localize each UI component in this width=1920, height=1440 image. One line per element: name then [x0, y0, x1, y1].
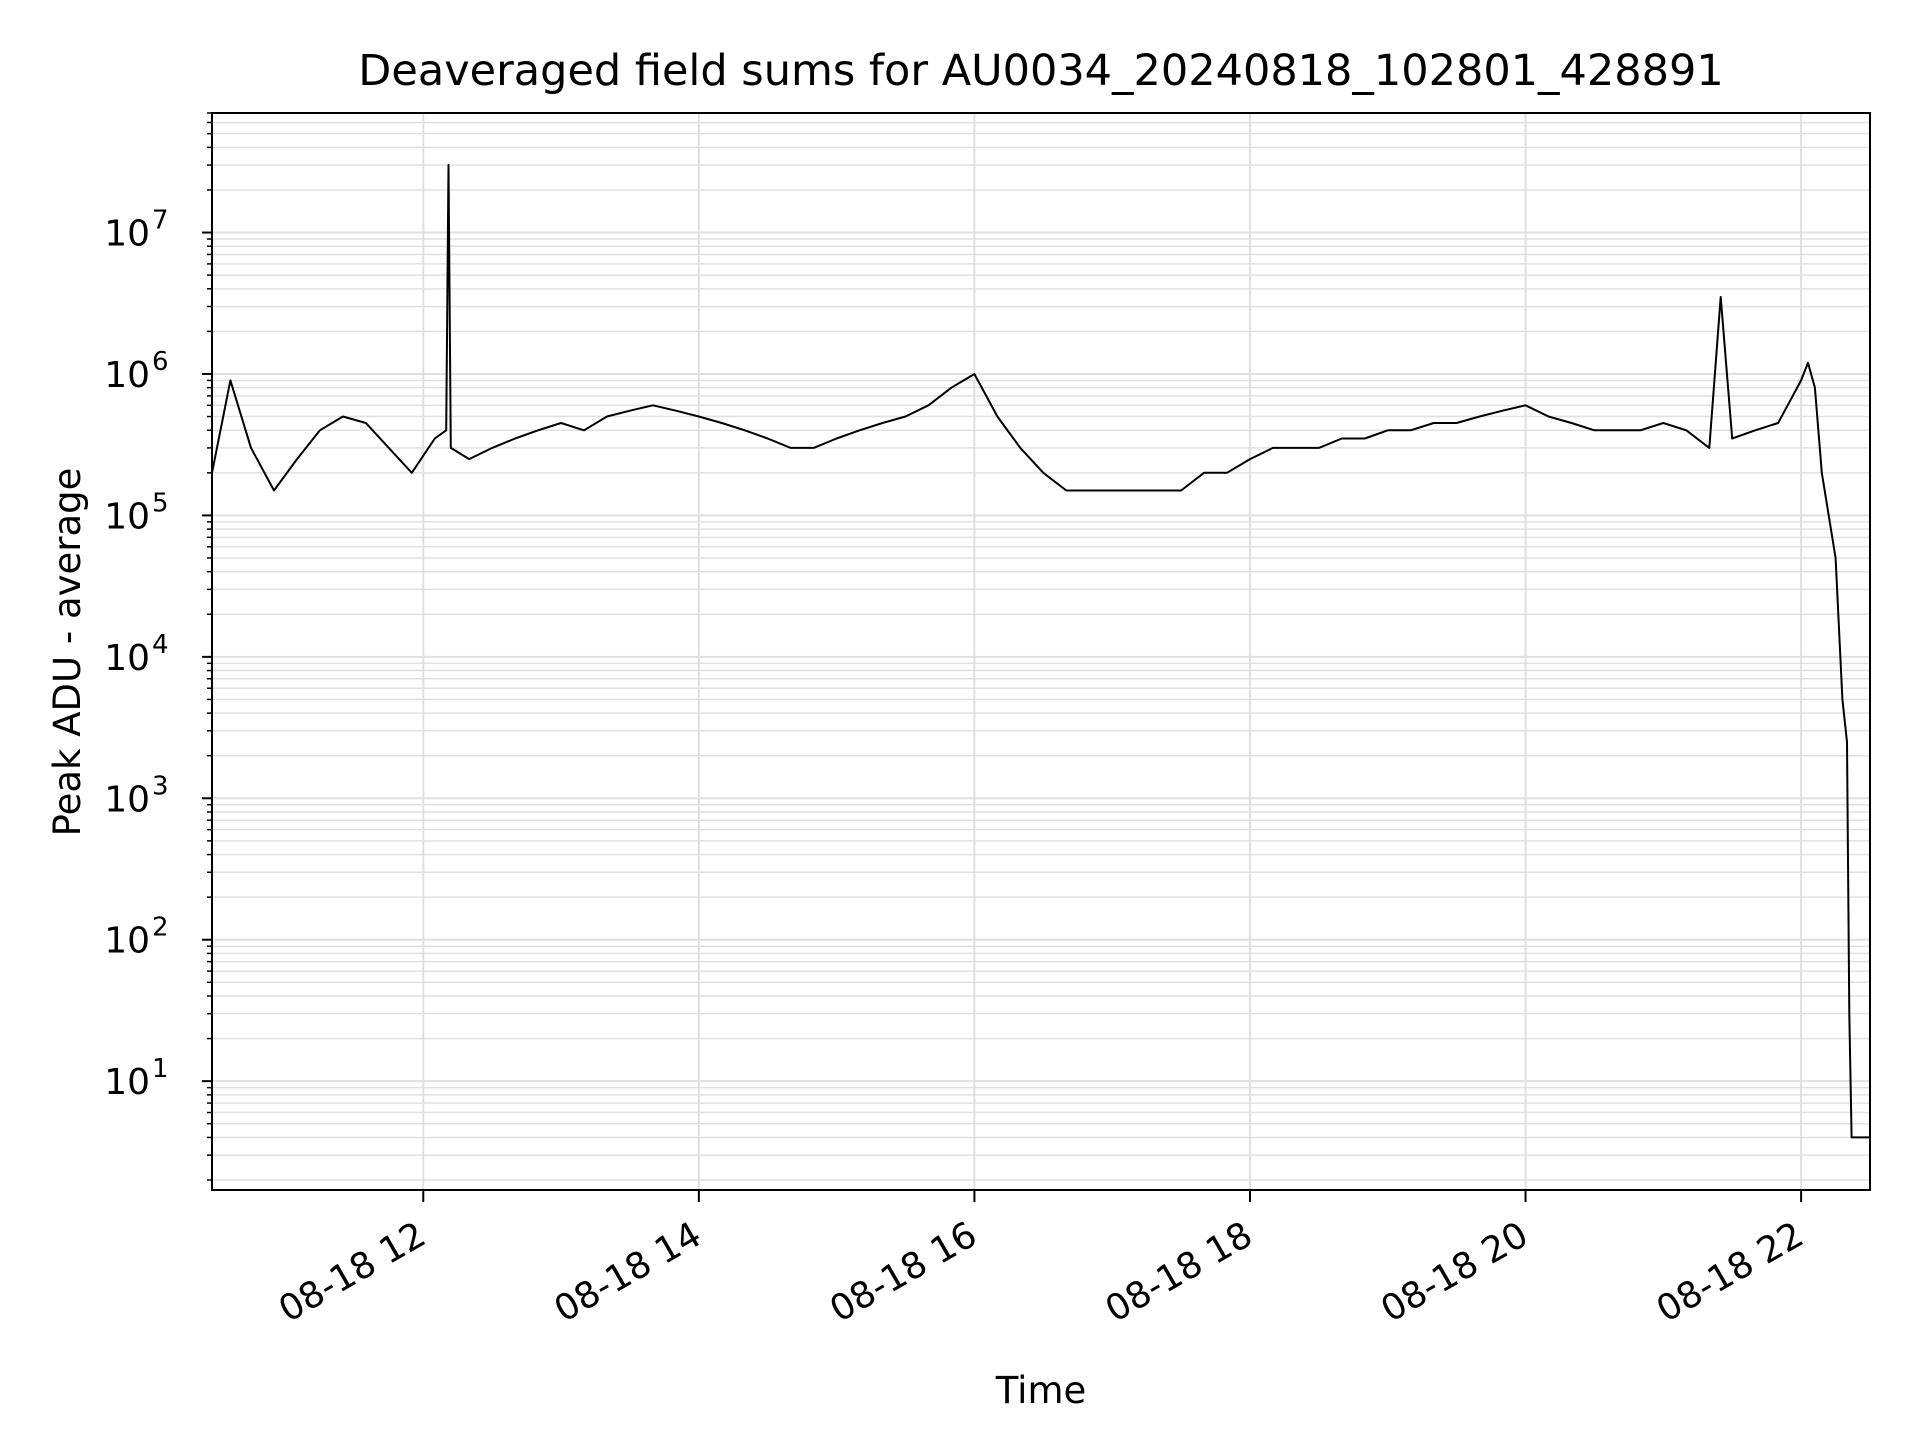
chart-title: Deaveraged field sums for AU0034_2024081… [358, 46, 1723, 96]
series-group [211, 164, 1870, 1139]
y-tick-label: 10 1 [104, 1054, 168, 1103]
y-tick-base: 10 [104, 638, 150, 679]
y-tick-base: 10 [104, 214, 150, 255]
y-axis-label: Peak ADU - average [46, 468, 89, 837]
y-tick-base: 10 [104, 496, 150, 537]
grid-lines [212, 112, 1870, 1190]
y-tick-exponent: 2 [152, 913, 169, 943]
y-tick-base: 10 [104, 355, 150, 396]
y-tick-label: 10 7 [104, 206, 168, 255]
y-tick-exponent: 3 [152, 771, 169, 801]
y-tick-base: 10 [104, 921, 150, 962]
series-line [211, 164, 1870, 1139]
x-axis-label: Time [995, 1369, 1087, 1412]
y-tick-exponent: 1 [152, 1054, 169, 1084]
y-tick-exponent: 7 [152, 206, 169, 236]
y-tick-base: 10 [104, 1062, 150, 1103]
y-tick-label: 10 6 [104, 347, 168, 396]
plot-frame [211, 112, 1871, 1191]
y-tick-base: 10 [104, 779, 150, 820]
y-tick-exponent: 6 [152, 347, 169, 377]
y-tick-exponent: 5 [152, 488, 169, 518]
y-tick-label: 10 3 [104, 771, 168, 820]
y-tick-label: 10 5 [104, 488, 168, 537]
y-tick-label: 10 2 [104, 913, 168, 962]
y-tick-label: 10 4 [104, 630, 168, 679]
y-tick-exponent: 4 [152, 630, 169, 660]
